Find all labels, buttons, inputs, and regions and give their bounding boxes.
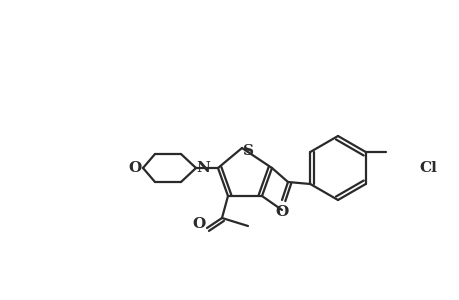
Text: O: O: [128, 161, 141, 175]
Text: O: O: [192, 217, 205, 231]
Text: N: N: [196, 161, 209, 175]
Text: O: O: [275, 205, 288, 219]
Text: S: S: [243, 144, 254, 158]
Text: Cl: Cl: [418, 161, 436, 175]
